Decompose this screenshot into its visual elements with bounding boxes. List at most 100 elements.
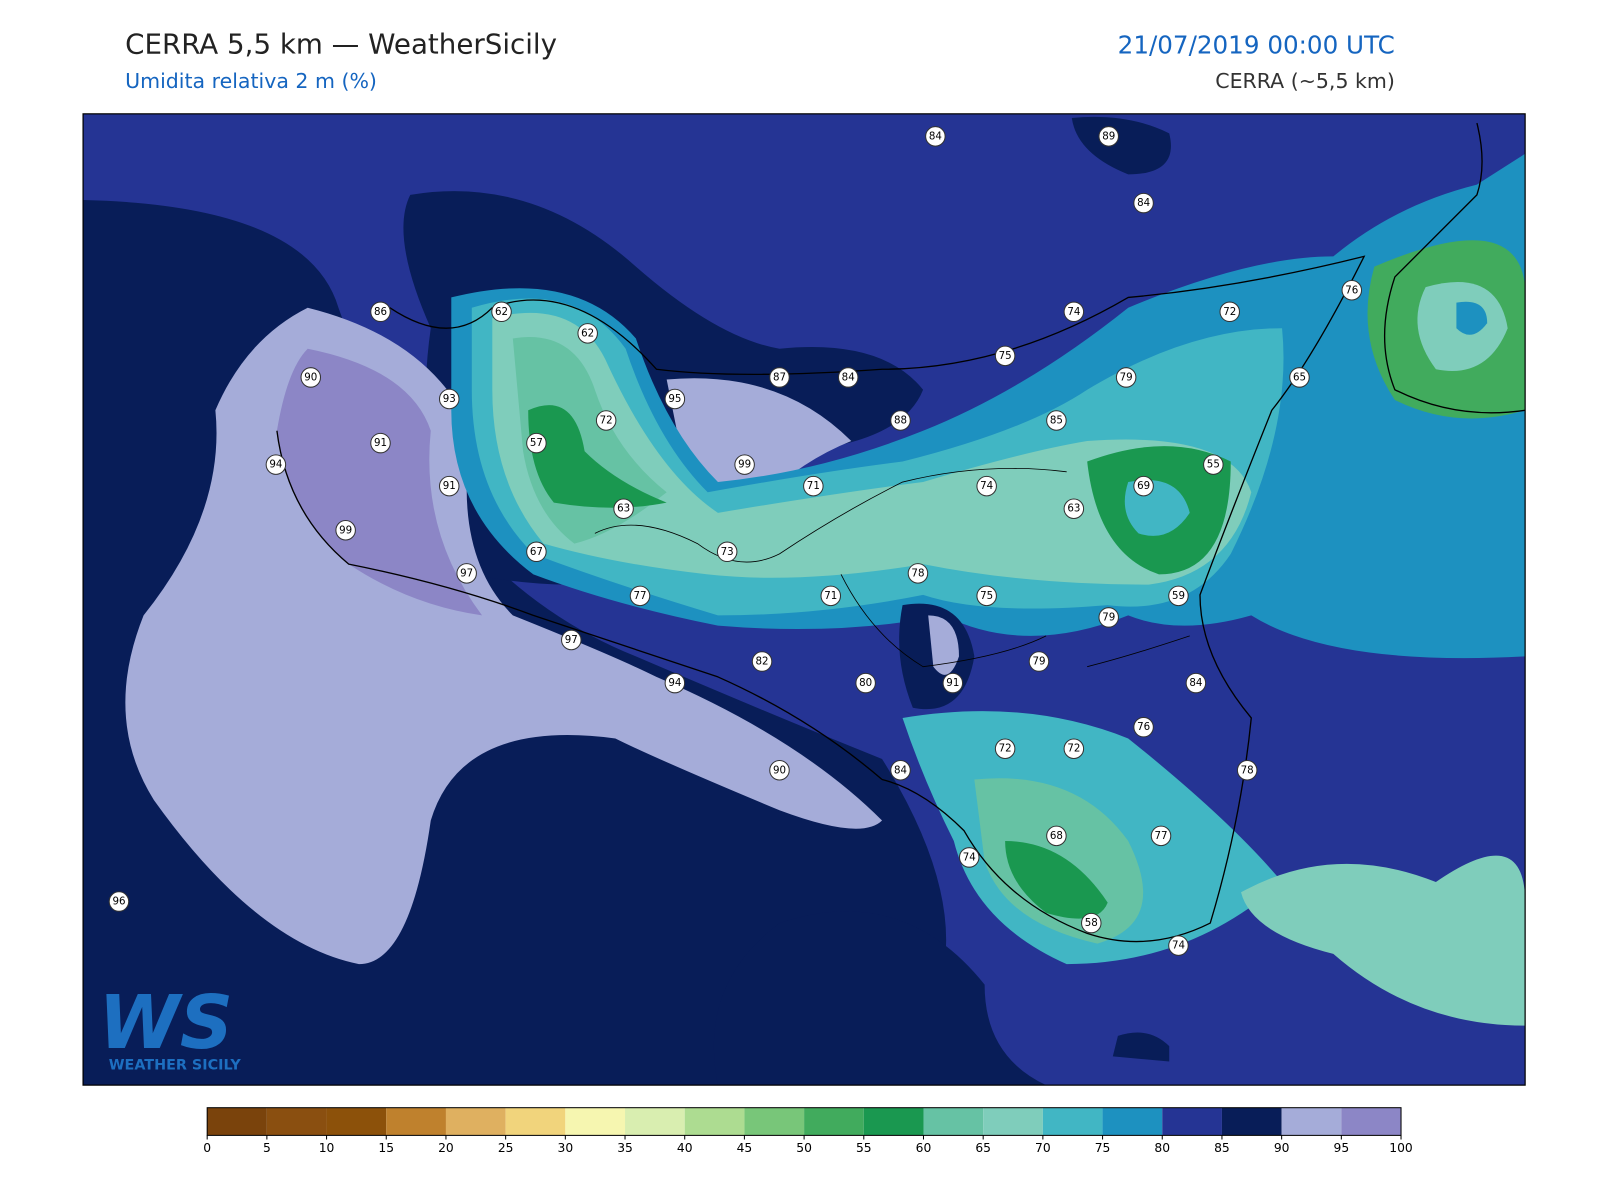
station-value: 72 (999, 743, 1012, 755)
colorbar-tick-label: 65 (975, 1141, 991, 1155)
station-value: 85 (1050, 415, 1063, 427)
station-marker (958, 847, 980, 868)
station-marker (335, 519, 356, 541)
colorbar-bin (266, 1107, 327, 1136)
station-marker (1063, 738, 1085, 759)
colorbar-bin (625, 1107, 685, 1136)
colorbar-bin (1281, 1107, 1342, 1136)
station-marker (994, 738, 1016, 759)
colorbar-bin (565, 1107, 626, 1136)
station-value: 95 (668, 393, 681, 405)
station-value: 59 (1172, 590, 1185, 602)
station-value: 67 (530, 546, 543, 558)
station-marker (664, 388, 686, 410)
station-marker (1046, 825, 1067, 847)
station-marker (1168, 585, 1189, 607)
colorbar-tick-label: 85 (1214, 1141, 1230, 1155)
colorbar-tick-label: 35 (617, 1141, 633, 1155)
colorbar-tick-label: 20 (438, 1141, 454, 1155)
station-marker (907, 563, 929, 584)
station-value: 72 (1067, 743, 1080, 755)
station-value: 76 (1137, 721, 1150, 733)
colorbar-tick-label: 5 (263, 1141, 271, 1155)
station-marker (629, 585, 651, 607)
station-value: 91 (374, 437, 387, 449)
station-marker (1098, 607, 1119, 628)
colorbar-bin (983, 1107, 1043, 1136)
colorbar-tick-label: 60 (916, 1141, 932, 1155)
station-value: 69 (1137, 480, 1150, 492)
station-marker (1133, 192, 1154, 214)
station-value: 84 (929, 130, 942, 142)
station-marker (769, 759, 790, 781)
colorbar-bin (744, 1107, 805, 1136)
station-marker (664, 672, 686, 694)
station-marker (526, 541, 547, 563)
station-value: 79 (1032, 656, 1045, 668)
station-marker (1133, 716, 1154, 738)
station-marker (438, 388, 460, 410)
colorbar-tick-label: 0 (203, 1141, 211, 1155)
station-value: 84 (894, 764, 907, 776)
colorbar-tick-label: 10 (319, 1141, 335, 1155)
station-marker (1046, 410, 1067, 431)
station-marker (769, 367, 790, 388)
station-marker (1063, 301, 1085, 323)
station-value: 96 (112, 896, 125, 908)
station-value: 68 (1050, 830, 1063, 842)
station-marker (890, 410, 911, 431)
station-value: 90 (304, 371, 317, 383)
station-marker (1168, 935, 1189, 956)
source: CERRA (~5,5 km) (1215, 69, 1395, 93)
station-value: 58 (1085, 917, 1098, 929)
station-value: 75 (980, 590, 993, 602)
station-marker (942, 672, 964, 694)
colorbar-bin (326, 1107, 387, 1136)
station-value: 82 (756, 656, 769, 668)
station-marker (370, 432, 391, 454)
station-value: 55 (1207, 459, 1220, 471)
station-marker (577, 323, 598, 344)
station-marker (1115, 367, 1137, 388)
station-value: 79 (1120, 371, 1133, 383)
colorbar-tick-label: 50 (796, 1141, 812, 1155)
logo-mark: WS (98, 980, 233, 1066)
station-marker (1133, 475, 1154, 497)
station-value: 63 (617, 503, 630, 515)
datetime: 21/07/2019 00:00 UTC (1118, 30, 1395, 59)
station-value: 94 (668, 677, 681, 689)
station-marker (526, 432, 547, 454)
station-marker (456, 563, 477, 584)
station-marker (855, 672, 876, 694)
station-marker (1098, 126, 1119, 147)
station-value: 62 (495, 306, 508, 318)
station-marker (837, 367, 859, 388)
station-marker (265, 454, 287, 475)
station-value: 84 (1137, 197, 1150, 209)
station-marker (108, 891, 130, 912)
station-value: 94 (269, 459, 282, 471)
station-value: 74 (1067, 306, 1080, 318)
station-marker (595, 410, 617, 431)
colorbar-tick-label: 75 (1095, 1141, 1111, 1155)
station-value: 88 (894, 415, 907, 427)
station-value: 62 (581, 327, 594, 339)
stations: 84 89 84 86 62 62 76 74 72 90 87 84 79 65 75 93 95 72 88 85… (108, 126, 1363, 956)
station-value: 80 (859, 677, 872, 689)
station-value: 89 (1102, 130, 1115, 142)
station-marker (1289, 367, 1310, 388)
station-marker (613, 498, 634, 519)
colorbar-tick-label: 70 (1035, 1141, 1051, 1155)
station-marker (716, 541, 738, 563)
colorbar-bin (1042, 1107, 1103, 1136)
station-value: 71 (807, 480, 820, 492)
station-marker (300, 367, 322, 388)
colorbar-bin (1221, 1107, 1282, 1136)
station-value: 72 (600, 415, 613, 427)
colorbar-tick-label: 40 (677, 1141, 693, 1155)
logo: WS WEATHER SICILY (98, 980, 241, 1074)
station-marker (1063, 498, 1085, 519)
station-value: 78 (911, 567, 924, 579)
